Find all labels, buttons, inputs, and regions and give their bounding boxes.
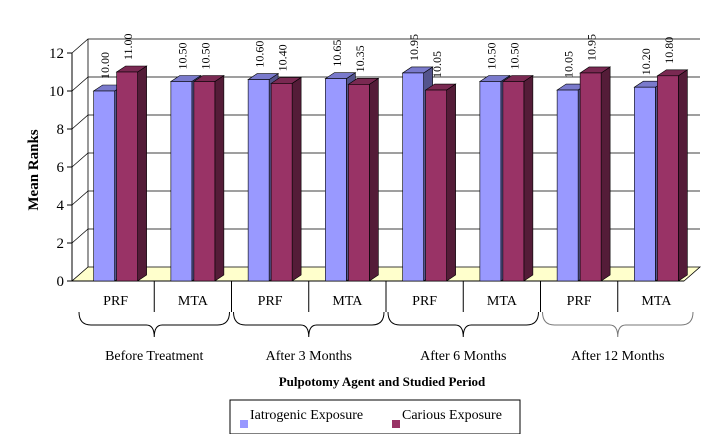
bar-value-label: 10.95 [585, 34, 599, 61]
bar-value-label: 10.65 [330, 40, 344, 67]
bar-front [479, 81, 502, 282]
bar [501, 74, 534, 282]
bar-front [556, 89, 579, 282]
bar-front [502, 81, 525, 282]
bar-front [348, 84, 370, 282]
legend-swatch-carious [392, 420, 400, 428]
bar-front [657, 75, 679, 282]
bar-front [193, 81, 216, 282]
bar-value-label: 10.95 [407, 34, 421, 61]
x-tick-label: PRF [103, 294, 128, 309]
bar-side [137, 65, 147, 282]
bar-value-label: 10.50 [507, 43, 521, 70]
bar [424, 83, 457, 282]
bar-value-label: 10.60 [253, 41, 267, 68]
group-brace [542, 311, 694, 338]
group-label: After 3 Months [266, 349, 352, 364]
bar-side [369, 77, 379, 282]
legend-label-iatrogenic: Iatrogenic Exposure [250, 408, 363, 423]
bar-value-label: 10.20 [639, 48, 653, 75]
bar-front [116, 71, 138, 282]
bar-front [402, 72, 424, 282]
x-tick-label: PRF [412, 294, 437, 309]
legend-box [229, 399, 521, 434]
bar-side [214, 74, 225, 282]
group-brace [78, 311, 230, 338]
bar-value-label: 10.35 [353, 45, 367, 72]
x-tick-label: PRF [567, 294, 592, 309]
bar-side [600, 66, 611, 282]
bar-front [247, 79, 270, 282]
group-label: Before Treatment [105, 349, 203, 364]
bar-value-label: 10.50 [198, 43, 212, 70]
x-tick-labels: PRF MTA PRF MTA PRF MTA PRF MTA [103, 294, 672, 309]
bar-value-label: 10.40 [276, 44, 290, 71]
x-tick-label: MTA [332, 294, 363, 309]
bar-value-label: 11.00 [121, 33, 135, 60]
bar-value-label: 10.50 [484, 43, 498, 70]
y-tick-label: 8 [57, 122, 65, 138]
bar [347, 77, 380, 282]
group-label: After 6 Months [420, 349, 506, 364]
y-tick-label: 6 [57, 160, 65, 176]
legend-label-carious: Carious Exposure [402, 408, 502, 423]
group-brace [233, 311, 385, 338]
gridline [71, 38, 700, 54]
bar-value-label: 10.05 [562, 51, 576, 78]
x-axis-label: Pulpotomy Agent and Studied Period [279, 374, 486, 389]
bar [192, 74, 225, 282]
y-tick-label: 0 [57, 274, 65, 290]
legend-swatch-iatrogenic [240, 420, 248, 428]
y-tick-label: 12 [49, 46, 64, 62]
x-tick-label: MTA [487, 294, 518, 309]
bar-side [291, 76, 302, 282]
chart-data-labels: 10.00 11.00 10.50 10.50 10.60 10.40 10.65 10.35… [98, 33, 676, 79]
legend: Iatrogenic Exposure Carious Exposure [229, 399, 521, 434]
x-tick-label: PRF [258, 294, 283, 309]
bar-value-label: 10.05 [430, 51, 444, 78]
y-tick-label: 4 [57, 198, 65, 214]
bar [579, 66, 612, 282]
bar-value-label: 10.50 [175, 43, 189, 70]
bar [656, 69, 689, 282]
group-braces: Before Treatment After 3 Months After 6 Mo… [78, 311, 694, 364]
bar-front [270, 83, 293, 282]
bar-value-label: 10.80 [662, 37, 676, 64]
x-tick-label: MTA [641, 294, 672, 309]
y-axis-label: Mean Ranks [26, 129, 42, 210]
bar-front [425, 89, 447, 282]
group-brace [387, 311, 539, 338]
bar-front [93, 90, 115, 282]
bar-side [678, 69, 688, 282]
chart-gridlines [71, 38, 700, 267]
bar [115, 65, 148, 282]
bar-front [170, 81, 193, 282]
bar-value-label: 10.00 [98, 52, 112, 79]
bar-side [446, 83, 456, 282]
bar-front [325, 78, 347, 282]
y-tick-label: 2 [57, 236, 65, 252]
x-tick-label: MTA [178, 294, 209, 309]
bar-side [523, 74, 534, 282]
bar [270, 76, 303, 282]
bar-front [634, 86, 656, 282]
group-label: After 12 Months [571, 349, 664, 364]
chart-bars [92, 65, 689, 282]
y-tick-label: 10 [49, 84, 64, 100]
bar-front [579, 72, 602, 282]
